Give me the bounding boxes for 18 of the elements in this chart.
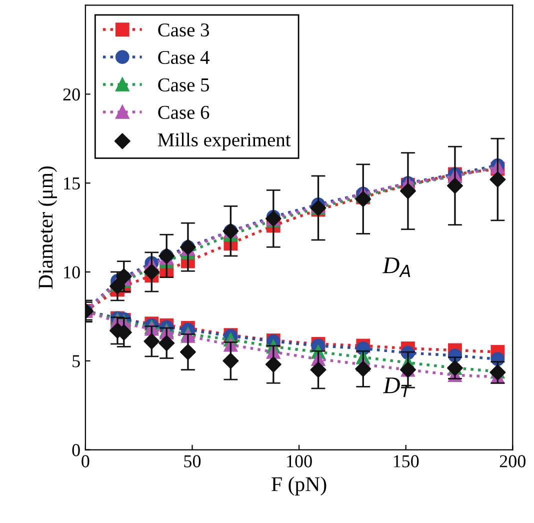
legend-label: Case 4 xyxy=(158,50,210,64)
legend-label: Case 5 xyxy=(158,78,210,92)
annotation: D$_{A}$ xyxy=(382,258,410,277)
x-tick-label: 100 xyxy=(287,455,312,468)
x-axis-title: F (pN) xyxy=(272,476,326,496)
x-tick-label: 50 xyxy=(184,455,201,468)
legend-label: Mills experiment xyxy=(158,132,291,150)
y-axis-title: Diameter (μm) xyxy=(38,166,57,289)
y-tick-label: 5 xyxy=(72,355,80,368)
x-tick-label: 150 xyxy=(394,455,419,468)
legend-label: Case 6 xyxy=(158,106,210,119)
x-tick-label: 200 xyxy=(500,455,526,468)
y-tick-label: 0 xyxy=(72,444,80,456)
y-tick-label: 20 xyxy=(63,88,80,101)
y-tick-label: 10 xyxy=(64,266,80,278)
legend-label: Case 3 xyxy=(158,23,210,37)
y-tick-label: 15 xyxy=(64,177,80,190)
x-tick-label: 0 xyxy=(82,455,90,468)
